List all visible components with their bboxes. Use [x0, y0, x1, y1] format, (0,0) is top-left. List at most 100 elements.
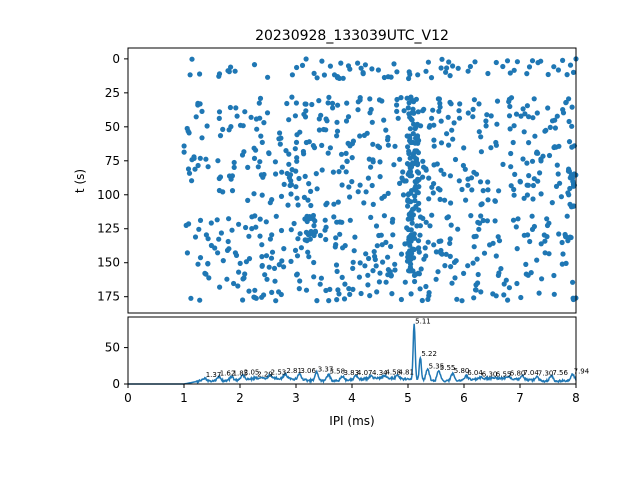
raster-point — [475, 219, 481, 225]
raster-point — [569, 104, 575, 110]
raster-point — [216, 71, 223, 77]
raster-point — [242, 271, 248, 277]
raster-point — [427, 223, 433, 229]
raster-point — [335, 199, 341, 205]
raster-point — [506, 96, 512, 102]
raster-point — [262, 272, 268, 278]
raster-y-tick-label: 150 — [97, 256, 120, 270]
raster-point — [269, 249, 276, 255]
raster-point — [296, 286, 302, 292]
raster-point — [377, 174, 383, 180]
raster-point — [229, 227, 235, 233]
raster-point — [333, 235, 339, 241]
raster-point — [258, 133, 264, 139]
raster-point — [376, 279, 382, 285]
raster-point — [338, 151, 345, 157]
raster-point — [303, 287, 310, 293]
raster-point — [411, 255, 417, 261]
raster-point — [448, 101, 454, 107]
raster-point — [327, 145, 333, 151]
raster-point — [256, 100, 262, 106]
raster-point — [330, 169, 336, 175]
raster-point — [278, 227, 285, 234]
raster-point — [446, 142, 452, 148]
raster-point — [259, 192, 265, 198]
raster-point — [447, 236, 453, 242]
raster-point — [216, 236, 222, 242]
raster-point — [206, 275, 212, 281]
raster-point — [529, 213, 535, 219]
raster-point — [462, 166, 468, 172]
raster-point — [557, 180, 563, 186]
raster-point — [529, 58, 536, 64]
histogram-peak-label: 2.29 — [257, 370, 273, 378]
raster-point — [381, 117, 387, 123]
raster-point — [220, 126, 226, 132]
raster-point — [287, 182, 293, 189]
raster-point — [538, 158, 544, 164]
raster-point — [240, 276, 246, 282]
raster-point — [477, 179, 484, 185]
raster-point — [421, 256, 427, 262]
raster-point — [308, 202, 314, 209]
raster-point — [495, 272, 501, 278]
raster-point — [416, 249, 422, 255]
raster-point — [526, 173, 532, 179]
raster-point — [474, 256, 480, 262]
raster-point — [420, 215, 426, 221]
raster-point — [355, 60, 361, 66]
raster-point — [406, 69, 412, 75]
raster-point — [444, 215, 450, 221]
raster-point — [345, 63, 352, 69]
raster-point — [215, 250, 221, 256]
raster-y-tick-label: 100 — [97, 188, 120, 202]
raster-point — [494, 121, 500, 127]
raster-point — [267, 236, 273, 242]
raster-point — [530, 196, 536, 202]
raster-point — [356, 274, 362, 280]
raster-point — [322, 227, 328, 233]
raster-point — [234, 113, 240, 119]
raster-point — [416, 170, 422, 176]
raster-point — [341, 296, 348, 302]
raster-point — [405, 144, 411, 150]
raster-point — [224, 276, 230, 282]
raster-point — [444, 131, 450, 137]
raster-point — [277, 141, 283, 147]
raster-point — [436, 238, 442, 244]
raster-point — [312, 218, 318, 224]
raster-point — [245, 197, 251, 203]
raster-point — [294, 64, 300, 71]
raster-point — [539, 276, 545, 282]
raster-point — [546, 152, 553, 159]
raster-point — [447, 73, 453, 79]
raster-point — [385, 137, 391, 143]
raster-point — [423, 219, 429, 225]
raster-point — [385, 267, 391, 273]
raster-point — [407, 211, 413, 217]
raster-point — [283, 148, 289, 154]
raster-point — [316, 127, 322, 133]
raster-point — [528, 270, 534, 276]
raster-point — [311, 70, 317, 76]
histogram-x-tick-label: 5 — [404, 391, 412, 405]
raster-point — [555, 171, 561, 177]
raster-point — [469, 187, 475, 193]
raster-point — [350, 259, 356, 265]
raster-point — [240, 123, 246, 129]
raster-point — [374, 289, 380, 295]
raster-point — [394, 102, 400, 108]
raster-point — [487, 242, 493, 248]
histogram-peak-labels: 1.371.621.852.052.292.53 2.813.06 3.373.58… — [206, 317, 590, 379]
raster-point — [263, 219, 269, 225]
raster-point — [323, 236, 329, 243]
histogram-x-tick-label: 7 — [516, 391, 524, 405]
raster-point — [410, 206, 416, 212]
raster-point — [286, 175, 292, 181]
raster-point — [338, 60, 344, 66]
raster-point — [538, 191, 544, 197]
raster-point — [358, 65, 364, 71]
raster-point — [278, 135, 284, 141]
raster-point — [215, 158, 221, 164]
